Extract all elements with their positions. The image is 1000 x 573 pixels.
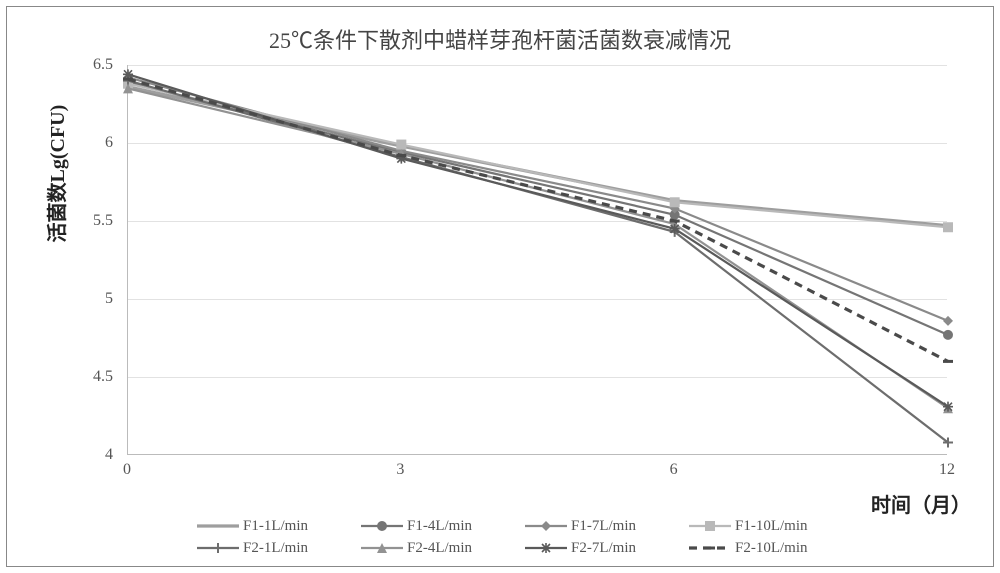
chart-title: 25℃条件下散剂中蜡样芽孢杆菌活菌数衰减情况 <box>7 23 993 55</box>
legend-label: F1-1L/min <box>243 518 308 535</box>
x-tick-labels: 03612 <box>127 455 947 485</box>
series-marker <box>943 222 953 232</box>
series-line <box>128 81 948 443</box>
y-tick-label: 4 <box>73 446 113 464</box>
legend-item: F2-4L/min <box>361 537 525 559</box>
series-marker <box>396 140 406 150</box>
series-marker <box>943 402 953 412</box>
legend-item: F1-7L/min <box>525 515 689 537</box>
chart-container: 25℃条件下散剂中蜡样芽孢杆菌活菌数衰减情况 活菌数Lg(CFU) 4 4.5 5 5… <box>6 6 994 567</box>
y-tick-label: 4.5 <box>73 368 113 386</box>
legend-item: F1-1L/min <box>197 515 361 537</box>
y-tick-label: 6.5 <box>73 56 113 74</box>
y-tick-labels: 44.555.566.5 <box>67 65 121 455</box>
series-marker <box>943 316 953 326</box>
legend-swatch <box>361 518 403 534</box>
legend: F1-1L/min F1-4L/min F1-7L/min F1-10L/min F2-… <box>197 515 857 559</box>
legend-label: F2-1L/min <box>243 540 308 557</box>
series-marker <box>670 197 680 207</box>
series-line <box>128 74 948 406</box>
legend-swatch <box>525 540 567 556</box>
legend-label: F1-10L/min <box>735 518 808 535</box>
x-tick-label: 12 <box>939 461 955 479</box>
legend-label: F1-7L/min <box>571 518 636 535</box>
x-tick-label: 3 <box>396 461 404 479</box>
legend-label: F2-4L/min <box>407 540 472 557</box>
legend-swatch <box>689 518 731 534</box>
legend-swatch <box>525 518 567 534</box>
legend-swatch <box>197 540 239 556</box>
legend-item: F2-10L/min <box>689 537 853 559</box>
legend-item: F2-7L/min <box>525 537 689 559</box>
legend-swatch <box>689 540 731 556</box>
x-tick-label: 6 <box>670 461 678 479</box>
y-tick-label: 5 <box>73 290 113 308</box>
y-axis-title: 活菌数Lg(CFU) <box>41 105 70 243</box>
legend-item: F1-10L/min <box>689 515 853 537</box>
series-lines <box>128 65 948 455</box>
series-marker <box>943 330 953 340</box>
series-line <box>128 87 948 226</box>
series-line <box>128 84 948 228</box>
x-tick-label: 0 <box>123 461 131 479</box>
legend-label: F2-10L/min <box>735 540 808 557</box>
series-line <box>128 88 948 408</box>
x-axis-title: 时间（月） <box>871 489 971 518</box>
legend-label: F2-7L/min <box>571 540 636 557</box>
plot-area <box>127 65 947 455</box>
y-tick-label: 5.5 <box>73 212 113 230</box>
legend-swatch <box>197 518 239 534</box>
legend-item: F1-4L/min <box>361 515 525 537</box>
series-line <box>128 79 948 361</box>
legend-swatch <box>361 540 403 556</box>
legend-item: F2-1L/min <box>197 537 361 559</box>
y-tick-label: 6 <box>73 134 113 152</box>
legend-label: F1-4L/min <box>407 518 472 535</box>
series-marker <box>670 224 680 234</box>
